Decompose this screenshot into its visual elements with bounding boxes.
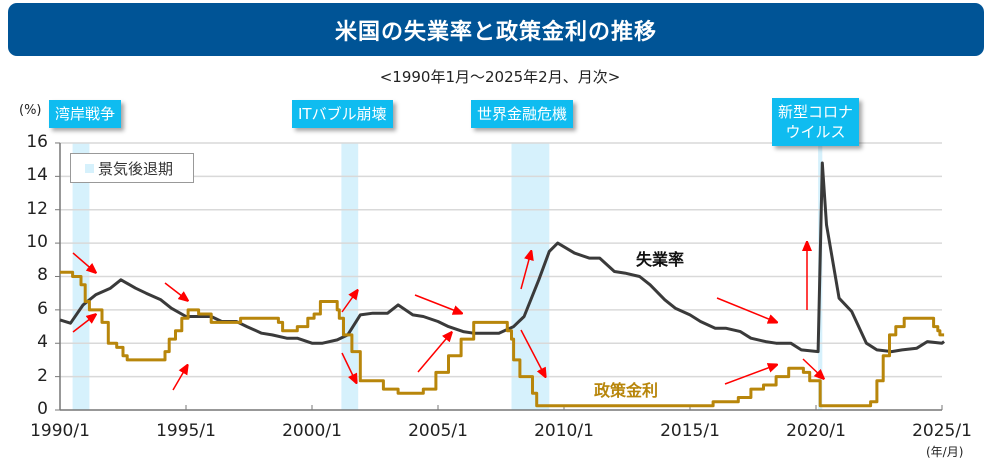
x-tick: 2005/1	[408, 421, 468, 441]
trend-arrow-icon	[520, 329, 545, 376]
y-tick: 4	[37, 332, 48, 352]
x-tick: 2010/1	[534, 421, 594, 441]
event-label-covid-line2: ウイルス	[785, 123, 846, 141]
y-tick: 12	[26, 199, 48, 219]
policy-rate-label: 政策金利	[594, 381, 659, 400]
event-label-gfc: 世界金融危機	[471, 100, 574, 128]
chart-subtitle: <1990年1月～2025年2月、月次>	[379, 68, 621, 86]
legend: 景気後退期	[70, 153, 194, 183]
event-label-covid-line1: 新型コロナ	[778, 103, 854, 121]
trend-arrow-icon	[164, 282, 187, 300]
event-label-gulf-war: 湾岸戦争	[49, 100, 122, 128]
y-tick: 10	[26, 232, 48, 252]
y-tick: 2	[37, 366, 48, 386]
x-tick: 2020/1	[786, 421, 846, 441]
y-tick: 6	[37, 299, 48, 319]
trend-arrow-icon	[802, 358, 823, 378]
y-tick: 16	[26, 132, 48, 152]
trend-arrow-icon	[72, 252, 95, 272]
x-tick: 1990/1	[30, 421, 90, 441]
legend-recession-label: 景気後退期	[98, 159, 174, 178]
event-label-it-bubble: ITバブル崩壊	[292, 100, 393, 128]
chart-title: 米国の失業率と政策金利の推移	[8, 3, 984, 56]
trend-arrow-icon	[414, 294, 461, 313]
x-axis-unit: (年/月)	[926, 445, 964, 459]
event-label-covid: 新型コロナ ウイルス	[772, 98, 860, 146]
x-tick: 2015/1	[660, 421, 720, 441]
x-tick: 1995/1	[156, 421, 216, 441]
x-tick: 2025/1	[912, 421, 972, 441]
trend-arrow-icon	[72, 315, 95, 333]
trend-arrow-icon	[341, 291, 357, 313]
y-tick: 0	[37, 399, 48, 419]
y-tick: 14	[26, 165, 48, 185]
trend-arrow-icon	[716, 297, 776, 322]
y-axis-unit: (%)	[19, 103, 42, 118]
x-tick: 2000/1	[282, 421, 342, 441]
unemployment-label: 失業率	[636, 250, 685, 269]
recession-swatch-icon	[85, 163, 94, 173]
trend-arrow-icon	[417, 333, 451, 373]
policy-rate-line	[60, 270, 945, 408]
y-tick: 8	[37, 265, 48, 285]
trend-arrow-icon	[724, 365, 776, 385]
trend-arrow-icon	[520, 252, 531, 290]
trend-arrow-icon	[341, 352, 356, 382]
trend-arrow-icon	[172, 366, 187, 391]
